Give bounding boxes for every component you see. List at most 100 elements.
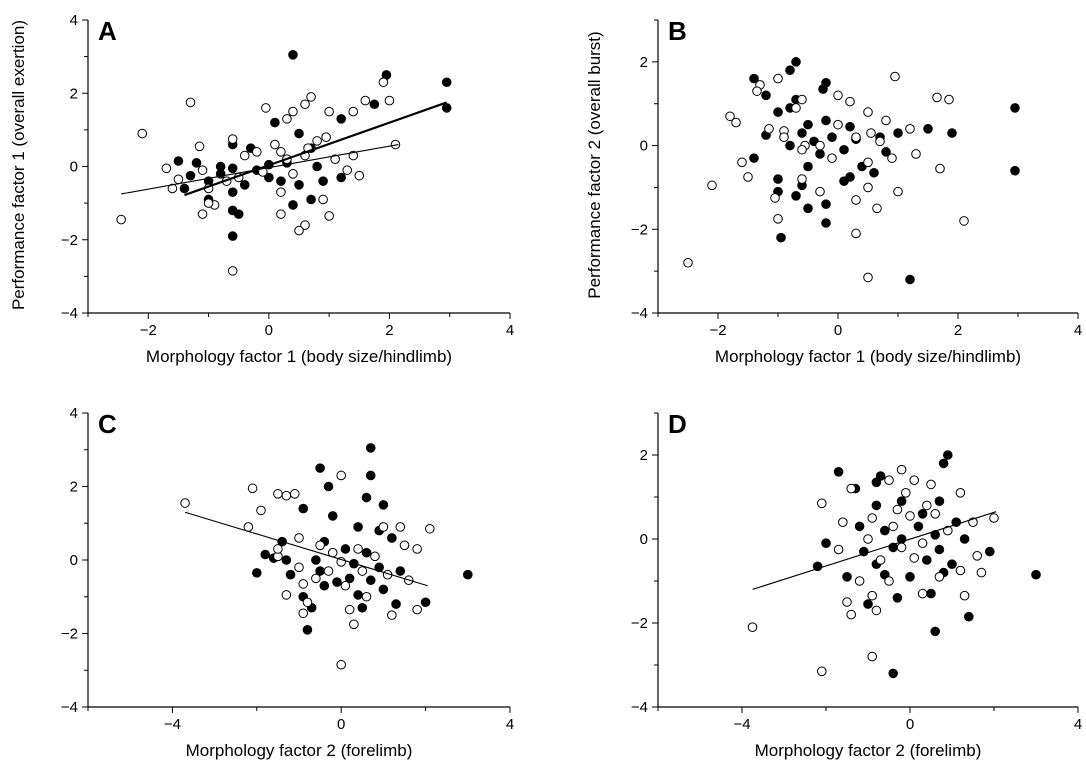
open-point-a [384, 95, 395, 106]
panel-letter-c: C [98, 409, 117, 439]
open-point-a [194, 141, 205, 152]
y-tick-label-b: 2 [640, 54, 648, 71]
open-point-b [797, 144, 807, 155]
filled-point-d [896, 496, 907, 507]
x-tick-label-c: 0 [337, 716, 345, 733]
open-point-d [896, 542, 907, 553]
filled-point-d [833, 467, 844, 477]
y-axis-title-bottom: Performance factor 2 (overall burst) [585, 31, 604, 298]
open-point-d [884, 475, 894, 486]
filled-point-a [227, 231, 238, 241]
open-point-a [330, 154, 340, 164]
filled-point-b [749, 153, 759, 163]
open-point-a [288, 169, 298, 179]
open-point-d [934, 572, 945, 582]
open-point-c [344, 604, 355, 615]
open-point-b [725, 111, 735, 122]
open-point-a [348, 106, 359, 117]
open-point-b [863, 107, 873, 117]
open-point-d [833, 544, 844, 555]
open-point-d [747, 622, 758, 633]
filled-point-a [369, 99, 380, 110]
filled-point-c [285, 569, 296, 580]
filled-point-c [344, 573, 355, 584]
x-axis-title-c: Morphology factor 2 (forelimb) [186, 741, 413, 760]
filled-point-c [395, 566, 406, 576]
open-point-a [276, 147, 286, 157]
x-tick-label-d: 4 [1074, 716, 1082, 733]
open-point-c [298, 608, 309, 619]
open-point-b [815, 140, 825, 151]
filled-point-b [761, 90, 771, 101]
panel-a: −4 −2 0 2 4 −2 0 2 4 Morphology factor 1 (body si… [61, 12, 514, 366]
filled-point-c [315, 463, 325, 473]
open-point-a [261, 103, 271, 113]
open-point-a [251, 147, 262, 157]
open-point-b [959, 216, 969, 226]
open-point-a [185, 97, 196, 108]
filled-point-c [365, 443, 376, 453]
open-point-b [875, 136, 885, 147]
filled-point-a [336, 114, 347, 124]
x-tick-label-c: −4 [164, 716, 181, 733]
y-tick-label-b: −2 [631, 221, 648, 238]
open-point-b [743, 172, 753, 182]
open-point-c [281, 590, 292, 600]
x-tick-label-d: −4 [733, 716, 750, 733]
open-point-d [817, 498, 827, 509]
open-point-b [827, 153, 837, 163]
open-point-b [683, 257, 693, 268]
filled-point-a [294, 128, 304, 139]
filled-point-c [378, 500, 389, 510]
open-point-a [360, 95, 371, 106]
open-point-b [797, 94, 807, 105]
open-point-c [247, 483, 258, 494]
filled-point-c [378, 584, 389, 595]
open-point-c [315, 540, 325, 551]
open-point-d [922, 500, 932, 511]
open-point-a [354, 170, 365, 181]
filled-point-c [463, 569, 473, 580]
filled-point-c [340, 544, 351, 554]
open-point-a [282, 114, 292, 124]
filled-point-d [926, 588, 936, 599]
open-point-b [863, 182, 873, 193]
open-point-d [943, 525, 953, 536]
filled-point-d [959, 534, 970, 544]
open-point-a [197, 165, 208, 175]
open-point-a [324, 211, 334, 221]
x-tick-label-a: −2 [140, 322, 157, 339]
open-point-b [932, 92, 942, 103]
filled-point-c [311, 555, 321, 565]
filled-point-b [785, 140, 795, 151]
filled-point-d [880, 525, 890, 536]
open-point-c [298, 579, 309, 589]
filled-point-d [842, 572, 852, 582]
open-point-b [773, 214, 783, 224]
open-point-b [833, 119, 843, 130]
regression-line-thin-c [184, 511, 428, 587]
open-point-c [412, 544, 422, 554]
open-point-b [851, 195, 861, 205]
filled-point-d [985, 546, 995, 557]
y-tick-label-a: 2 [70, 85, 78, 102]
x-tick-label-d: 0 [906, 716, 914, 733]
regression-line-thin-d [752, 511, 997, 590]
filled-point-b [785, 65, 795, 76]
open-point-a [378, 77, 389, 88]
open-point-d [930, 509, 941, 519]
x-tick-label-b: 0 [834, 322, 842, 339]
filled-point-a [191, 158, 202, 168]
open-point-c [273, 489, 283, 499]
filled-point-c [251, 568, 262, 578]
filled-point-d [905, 572, 915, 582]
open-point-d [972, 551, 983, 561]
open-point-d [905, 511, 915, 521]
filled-point-b [797, 128, 807, 138]
open-point-c [294, 562, 304, 573]
filled-point-d [938, 458, 949, 469]
open-point-d [817, 666, 827, 677]
filled-point-c [332, 577, 342, 587]
open-point-d [959, 590, 970, 601]
open-point-b [887, 153, 897, 163]
